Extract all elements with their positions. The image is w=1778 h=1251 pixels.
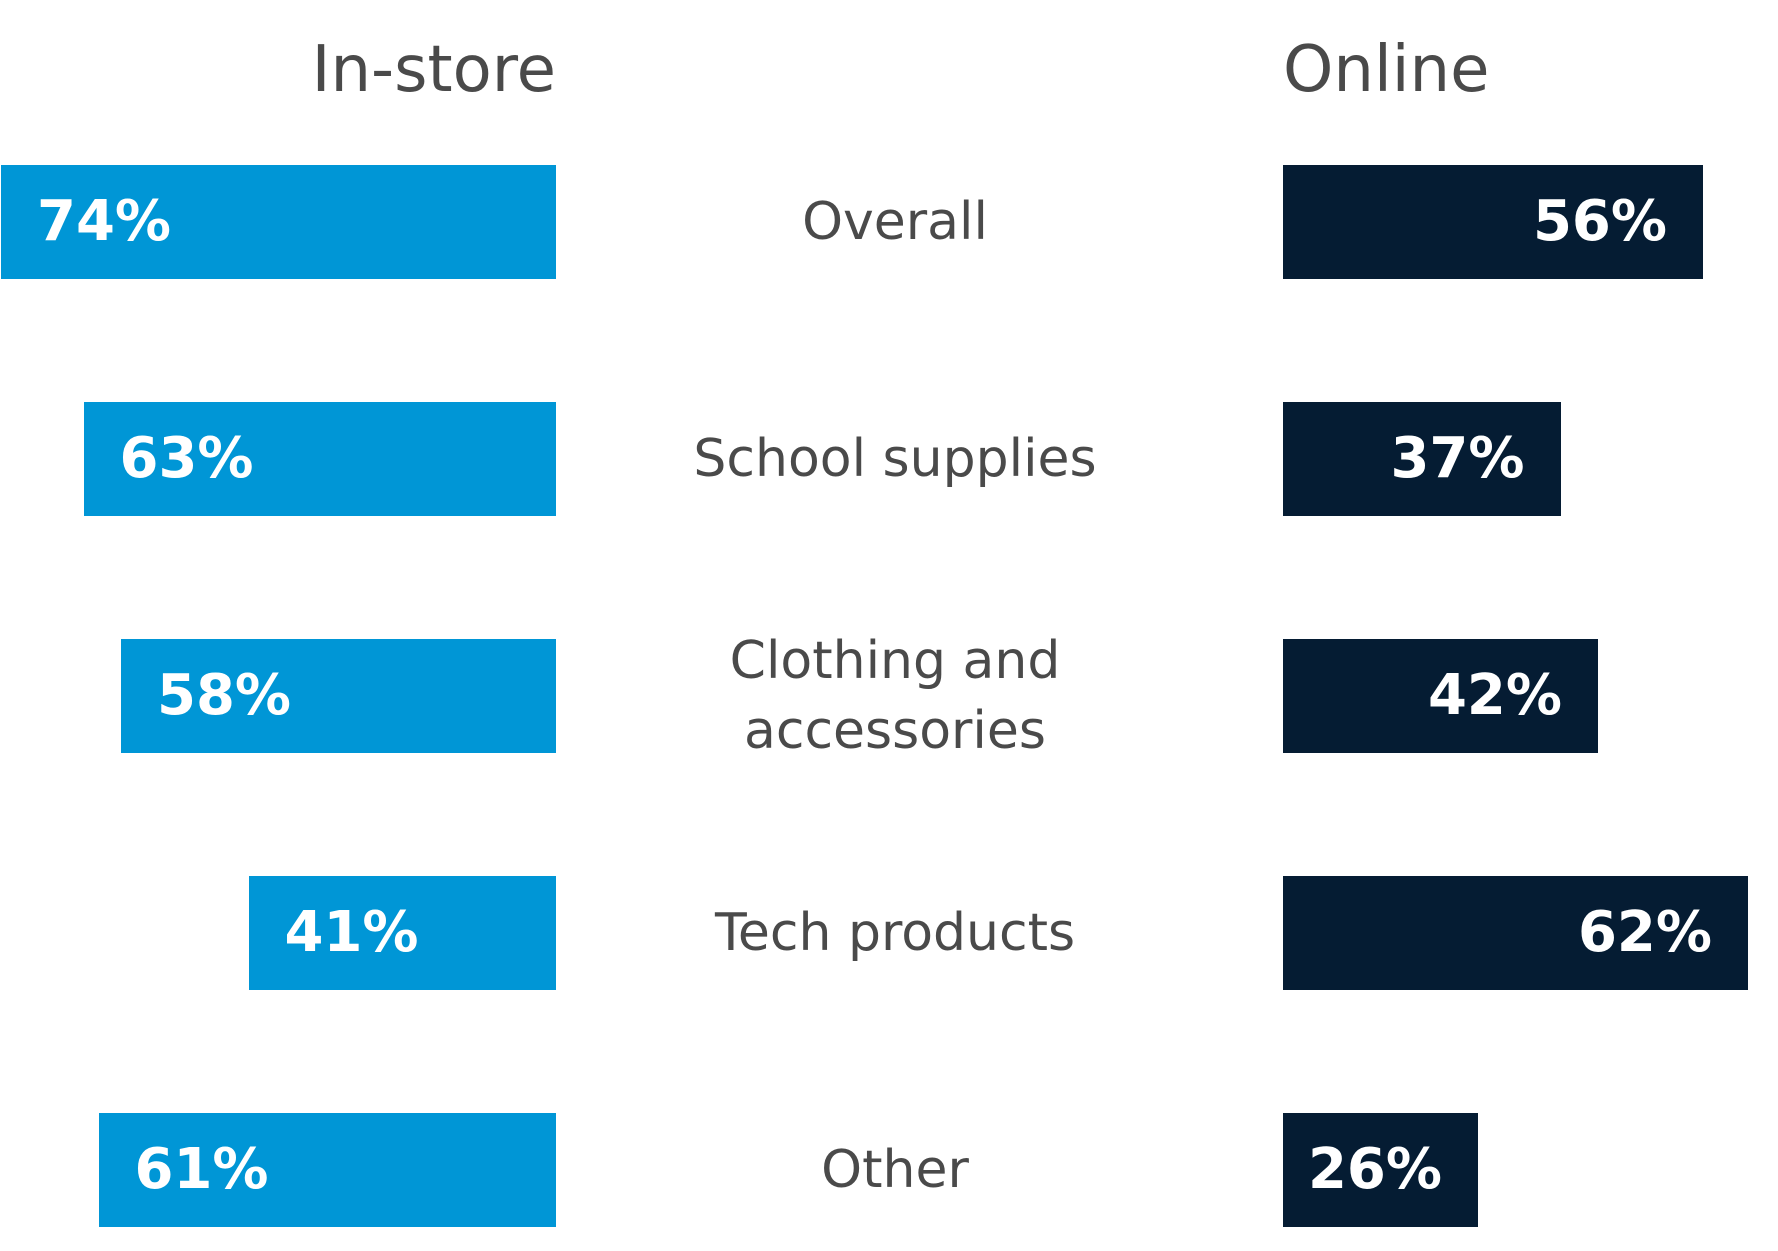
value-label: 58%	[157, 663, 292, 728]
bar	[83, 402, 556, 516]
bar	[121, 639, 556, 753]
bar	[1283, 402, 1561, 516]
bar	[1, 165, 556, 279]
value-label: 62%	[1577, 900, 1712, 965]
value-label: 26%	[1307, 1137, 1442, 1202]
value-label: 42%	[1427, 663, 1562, 728]
category-label: Overall	[802, 192, 988, 252]
value-label: 74%	[37, 189, 172, 254]
bar	[248, 876, 556, 990]
bar	[98, 1113, 556, 1227]
value-label: 63%	[119, 426, 254, 491]
value-label: 56%	[1532, 189, 1667, 254]
bar	[1283, 165, 1703, 279]
bar	[1283, 639, 1598, 753]
category-label: Other	[821, 1140, 969, 1200]
series-header: In-store	[311, 33, 556, 107]
value-label: 41%	[284, 900, 419, 965]
category-label: Clothing and accessories	[729, 631, 1061, 761]
category-label: School supplies	[693, 429, 1097, 489]
series-header: Online	[1283, 33, 1490, 107]
bar	[1283, 876, 1748, 990]
value-label: 37%	[1390, 426, 1525, 491]
category-label: Tech products	[714, 903, 1076, 963]
value-label: 61%	[134, 1137, 269, 1202]
bar	[1283, 1113, 1478, 1227]
